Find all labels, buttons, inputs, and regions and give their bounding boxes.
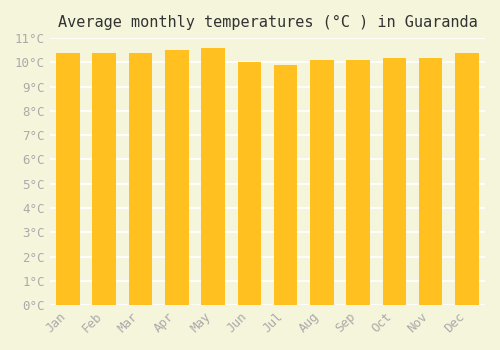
Bar [455,53,478,305]
Bar [128,53,152,141]
Bar [455,53,478,141]
Bar [274,65,297,149]
Bar [238,62,261,305]
Bar [56,53,80,305]
Bar [274,65,297,305]
Bar [310,60,334,146]
Bar [382,57,406,305]
Bar [56,53,80,305]
Bar [128,53,152,305]
Bar [346,60,370,305]
Bar [202,48,225,138]
Bar [165,50,188,305]
Bar [202,48,225,305]
Bar [382,57,406,305]
Bar [238,62,261,305]
Bar [202,48,225,305]
Bar [419,57,442,144]
Bar [382,57,406,144]
Bar [128,53,152,305]
Bar [455,53,478,305]
Bar [419,57,442,305]
Bar [310,60,334,305]
Bar [274,65,297,305]
Bar [56,53,80,141]
Bar [165,50,188,305]
Bar [419,57,442,305]
Bar [310,60,334,305]
Bar [165,50,188,139]
Bar [346,60,370,146]
Bar [92,53,116,305]
Bar [92,53,116,141]
Bar [238,62,261,147]
Bar [92,53,116,305]
Bar [346,60,370,305]
Title: Average monthly temperatures (°C ) in Guaranda: Average monthly temperatures (°C ) in Gu… [58,15,478,30]
